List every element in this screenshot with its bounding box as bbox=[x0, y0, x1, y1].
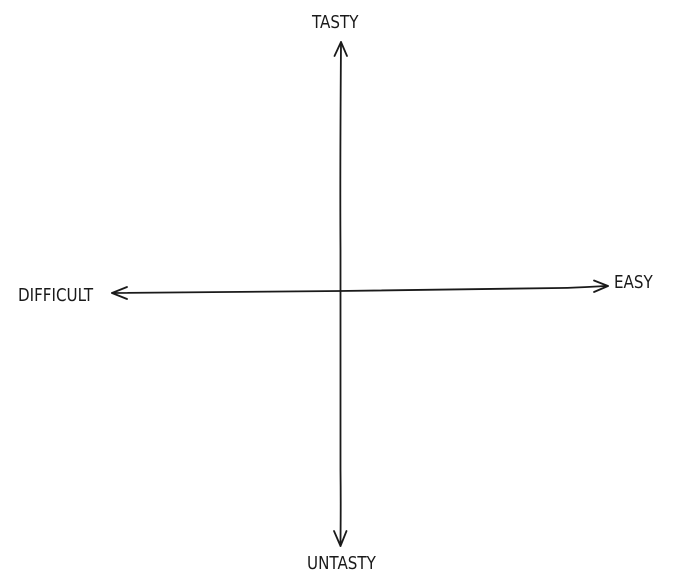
right-arrowhead bbox=[593, 279, 609, 293]
axis-label-right: EASY bbox=[614, 272, 653, 293]
axis-label-left: DIFFICULT bbox=[18, 285, 94, 306]
bottom-arrowhead bbox=[333, 530, 348, 547]
left-arrowhead bbox=[111, 286, 128, 300]
axis-label-top: TASTY bbox=[312, 12, 359, 33]
axis-label-bottom: UNTASTY bbox=[307, 553, 376, 574]
top-arrowhead bbox=[333, 41, 348, 57]
vertical-axis-line bbox=[339, 41, 342, 547]
horizontal-axis-line bbox=[111, 285, 609, 294]
